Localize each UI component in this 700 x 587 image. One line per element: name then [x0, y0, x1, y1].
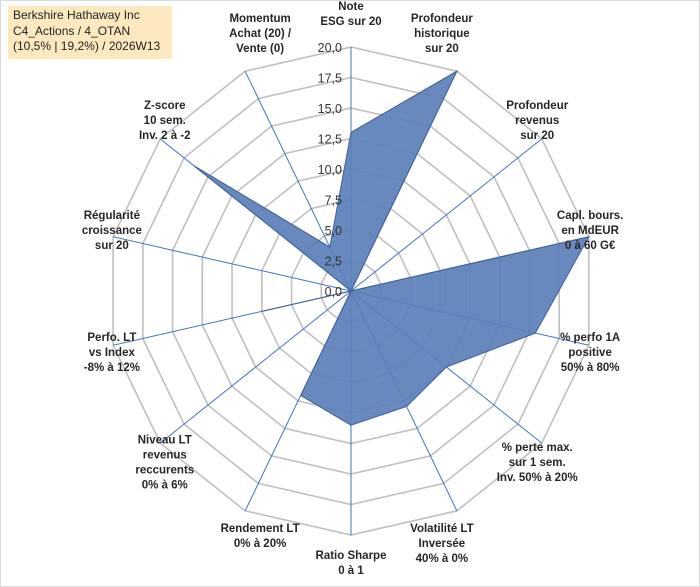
category-label-line: 0 à 1 [338, 565, 364, 577]
category-label-line: vs Index [89, 347, 136, 359]
category-label: % perfo 1A positive 50% à 80% [560, 332, 620, 374]
category-label-line: Z-score [144, 100, 186, 112]
category-label-line: % perfo 1A [560, 332, 620, 344]
radar-series [193, 69, 590, 426]
category-label-line: croissance [82, 225, 142, 237]
category-label-line: Profondeur [506, 100, 568, 112]
radar-spoke [350, 138, 543, 292]
category-label-line: 10 sem. [144, 115, 186, 127]
tick-label: 12,5 [318, 133, 342, 147]
category-label: % perte max. sur 1 sem. Inv. 50% à 20% [497, 442, 578, 484]
tick-label: 7,5 [325, 194, 342, 208]
tick-label: 15,0 [318, 102, 342, 116]
category-label-line: ESG sur 20 [320, 16, 381, 28]
radar-spoke [113, 236, 352, 292]
category-label-line: Note [338, 1, 364, 13]
category-label-line: revenus [143, 449, 187, 461]
tick-label: 2,5 [325, 255, 342, 269]
category-label-line: revenus [515, 115, 559, 127]
tick-label: 5,0 [325, 224, 342, 238]
category-label-line: sur 20 [520, 130, 554, 142]
category-label: Niveau LT revenus reccurents 0% à 6% [135, 434, 194, 491]
tick-label: 10,0 [318, 163, 342, 177]
category-label-line: Inv. 2 à -2 [139, 130, 191, 142]
category-label-line: Inv. 50% à 20% [497, 472, 578, 484]
category-label-line: reccurents [135, 464, 194, 476]
tick-label: 0,0 [325, 285, 342, 299]
category-label: Profondeur historique sur 20 [411, 13, 473, 55]
category-label-line: positive [568, 347, 611, 359]
category-label-line: Volatilité LT [410, 523, 473, 535]
category-label-line: Perfo. LT [87, 332, 136, 344]
category-label: Z-score 10 sem. Inv. 2 à -2 [139, 100, 191, 142]
category-label-line: 0% à 20% [234, 538, 286, 550]
category-label: Profondeur revenus sur 20 [506, 100, 568, 142]
category-label-line: Inversée [419, 538, 466, 550]
category-label-line: en MdEUR [561, 225, 619, 237]
title-line-company: Berkshire Hathaway Inc [13, 8, 140, 22]
radar-category-labels: Note ESG sur 20 Profondeur historique sur 20… [82, 1, 624, 577]
category-label: Note ESG sur 20 [320, 1, 381, 28]
category-label-line: % perte max. [502, 442, 573, 454]
category-label-line: sur 20 [95, 240, 129, 252]
category-label-line: 50% à 80% [561, 362, 620, 374]
category-label: Perfo. LT vs Index -8% à 12% [84, 332, 140, 374]
category-label-line: -8% à 12% [84, 362, 140, 374]
category-label-line: Profondeur [411, 13, 473, 25]
category-label: Momentum Achat (20) / Vente (0) [229, 13, 292, 55]
radar-spoke [159, 290, 352, 444]
category-label: Capl. bours. en MdEUR 0 à 60 G€ [557, 210, 623, 252]
category-label-line: Ratio Sharpe [316, 550, 387, 562]
category-label-line: Momentum [229, 13, 290, 25]
category-label: Rendement LT 0% à 20% [221, 523, 300, 550]
category-label-line: Achat (20) / [229, 28, 292, 40]
category-label-line: Régularité [84, 210, 140, 222]
category-label-line: Capl. bours. [557, 210, 623, 222]
chart-title-box: Berkshire Hathaway Inc C4_Actions / 4_OT… [8, 6, 172, 59]
category-label: Régularité croissance sur 20 [82, 210, 142, 252]
tick-label: 20,0 [318, 41, 342, 55]
tick-label: 17,5 [318, 72, 342, 86]
category-label-line: Niveau LT [138, 434, 192, 446]
series-area [193, 69, 590, 426]
category-label: Volatilité LT Inversée 40% à 0% [410, 523, 473, 565]
title-line-category: C4_Actions / 4_OTAN [13, 23, 131, 38]
category-label-line: historique [414, 28, 470, 40]
category-label-line: sur 1 sem. [509, 457, 566, 469]
category-label-line: 40% à 0% [416, 553, 468, 565]
category-label-line: sur 20 [425, 43, 459, 55]
category-label: Ratio Sharpe 0 à 1 [316, 550, 387, 577]
category-label-line: Vente (0) [236, 43, 284, 55]
category-label-line: Rendement LT [221, 523, 300, 535]
category-label-line: 0% à 6% [142, 479, 188, 491]
title-line-stats: (10,5% | 19,2%) / 2026W13 [13, 39, 161, 53]
radar-tick-labels: 0,0 2,5 5,0 7,5 10,0 12,5 15,0 17,5 20,0 [318, 41, 342, 299]
category-label-line: 0 à 60 G€ [565, 240, 616, 252]
